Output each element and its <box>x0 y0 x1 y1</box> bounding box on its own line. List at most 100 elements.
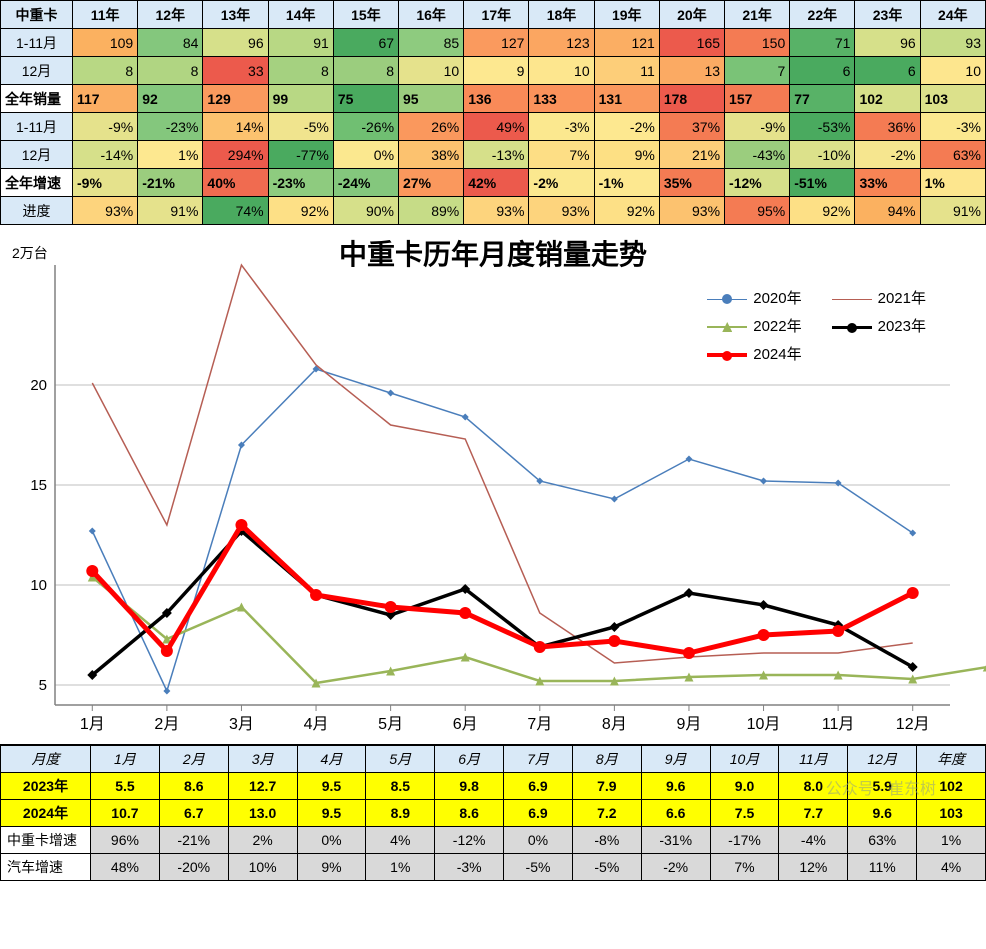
month-header: 5月 <box>366 746 435 773</box>
heatmap-cell: 99 <box>268 85 333 113</box>
bt-cell: 6.9 <box>504 773 573 800</box>
bt-row: 2024年10.76.713.09.58.98.66.97.26.67.57.7… <box>1 800 986 827</box>
heatmap-cell: 178 <box>659 85 724 113</box>
heatmap-cell: 37% <box>659 113 724 141</box>
heatmap-cell: 102 <box>855 85 920 113</box>
row-label: 进度 <box>1 197 73 225</box>
heatmap-cell: 92% <box>268 197 333 225</box>
heatmap-cell: -12% <box>725 169 790 197</box>
heatmap-cell: 21% <box>659 141 724 169</box>
svg-text:4月: 4月 <box>304 716 329 733</box>
heatmap-cell: 10 <box>399 57 464 85</box>
legend-item: 2022年 <box>707 313 801 341</box>
legend-label: 2021年 <box>878 285 926 313</box>
heatmap-cell: 91 <box>268 29 333 57</box>
bt-cell: 6.9 <box>504 800 573 827</box>
heatmap-cell: 9 <box>464 57 529 85</box>
bt-cell: 6.6 <box>641 800 710 827</box>
heatmap-cell: 109 <box>73 29 138 57</box>
bt-cell: 103 <box>917 800 986 827</box>
svg-text:20: 20 <box>30 377 47 394</box>
bt-cell: 0% <box>297 827 366 854</box>
svg-text:15: 15 <box>30 477 47 494</box>
heatmap-cell: 165 <box>659 29 724 57</box>
heatmap-row: 1-11月1098496916785127123121165150719693 <box>1 29 986 57</box>
heatmap-row: 12月88338810910111376610 <box>1 57 986 85</box>
bt-row-label: 2023年 <box>1 773 91 800</box>
heatmap-cell: 71 <box>790 29 855 57</box>
heatmap-cell: 93% <box>659 197 724 225</box>
bt-cell: -31% <box>641 827 710 854</box>
bt-row-label: 2024年 <box>1 800 91 827</box>
bt-cell: 2% <box>228 827 297 854</box>
sales-trend-chart: 2万台 中重卡历年月度销量走势 51015201月2月3月4月5月6月7月8月9… <box>0 225 986 745</box>
heatmap-row: 全年销量117921299975951361331311781577710210… <box>1 85 986 113</box>
heatmap-cell: -53% <box>790 113 855 141</box>
svg-text:11月: 11月 <box>822 716 855 733</box>
heatmap-cell: -2% <box>529 169 594 197</box>
bt-cell: 9.5 <box>297 773 366 800</box>
bt-cell: -20% <box>159 854 228 881</box>
heatmap-cell: 93% <box>73 197 138 225</box>
heatmap-cell: 150 <box>725 29 790 57</box>
heatmap-cell: 95% <box>725 197 790 225</box>
bt-cell: 48% <box>91 854 160 881</box>
bottom-data-table: 月度1月2月3月4月5月6月7月8月9月10月11月12月年度 2023年5.5… <box>0 745 986 881</box>
row-label: 1-11月 <box>1 113 73 141</box>
heatmap-cell: -43% <box>725 141 790 169</box>
bt-cell: 10% <box>228 854 297 881</box>
heatmap-cell: 89% <box>399 197 464 225</box>
heatmap-cell: -5% <box>268 113 333 141</box>
heatmap-cell: 6 <box>790 57 855 85</box>
heatmap-cell: 91% <box>138 197 203 225</box>
month-header: 10月 <box>710 746 779 773</box>
heatmap-cell: 10 <box>529 57 594 85</box>
svg-text:2月: 2月 <box>154 716 179 733</box>
svg-text:1月: 1月 <box>80 716 105 733</box>
legend-item: 2024年 <box>707 341 801 369</box>
bt-cell: 11% <box>848 854 917 881</box>
top-heatmap-table: 中重卡11年12年13年14年15年16年17年18年19年20年21年22年2… <box>0 0 986 225</box>
bt-cell: 8.6 <box>435 800 504 827</box>
bt-cell: -8% <box>572 827 641 854</box>
heatmap-cell: 42% <box>464 169 529 197</box>
bt-cell: 12% <box>779 854 848 881</box>
heatmap-cell: 136 <box>464 85 529 113</box>
bt-cell: 9% <box>297 854 366 881</box>
heatmap-cell: 38% <box>399 141 464 169</box>
bt-cell: 12.7 <box>228 773 297 800</box>
bt-cell: -12% <box>435 827 504 854</box>
heatmap-cell: 121 <box>594 29 659 57</box>
heatmap-cell: 93% <box>529 197 594 225</box>
heatmap-cell: 94% <box>855 197 920 225</box>
heatmap-cell: 9% <box>594 141 659 169</box>
year-header: 21年 <box>725 1 790 29</box>
heatmap-row: 12月-14%1%294%-77%0%38%-13%7%9%21%-43%-10… <box>1 141 986 169</box>
bt-cell: 10.7 <box>91 800 160 827</box>
heatmap-cell: 96 <box>855 29 920 57</box>
bt-corner-cell: 月度 <box>1 746 91 773</box>
heatmap-cell: 36% <box>855 113 920 141</box>
heatmap-cell: 75 <box>333 85 398 113</box>
heatmap-cell: 91% <box>920 197 985 225</box>
heatmap-cell: 90% <box>333 197 398 225</box>
heatmap-cell: -26% <box>333 113 398 141</box>
heatmap-cell: 8 <box>73 57 138 85</box>
heatmap-cell: -1% <box>594 169 659 197</box>
month-header: 12月 <box>848 746 917 773</box>
heatmap-cell: 7% <box>529 141 594 169</box>
bt-cell: -17% <box>710 827 779 854</box>
heatmap-cell: 92% <box>594 197 659 225</box>
heatmap-cell: -14% <box>73 141 138 169</box>
heatmap-cell: -23% <box>268 169 333 197</box>
month-header: 11月 <box>779 746 848 773</box>
heatmap-cell: 93% <box>464 197 529 225</box>
year-header: 17年 <box>464 1 529 29</box>
bt-cell: 7.5 <box>710 800 779 827</box>
heatmap-cell: 7 <box>725 57 790 85</box>
bt-cell: 9.5 <box>297 800 366 827</box>
heatmap-cell: 117 <box>73 85 138 113</box>
bt-cell: 63% <box>848 827 917 854</box>
bt-cell: 4% <box>917 854 986 881</box>
heatmap-row: 进度93%91%74%92%90%89%93%93%92%93%95%92%94… <box>1 197 986 225</box>
